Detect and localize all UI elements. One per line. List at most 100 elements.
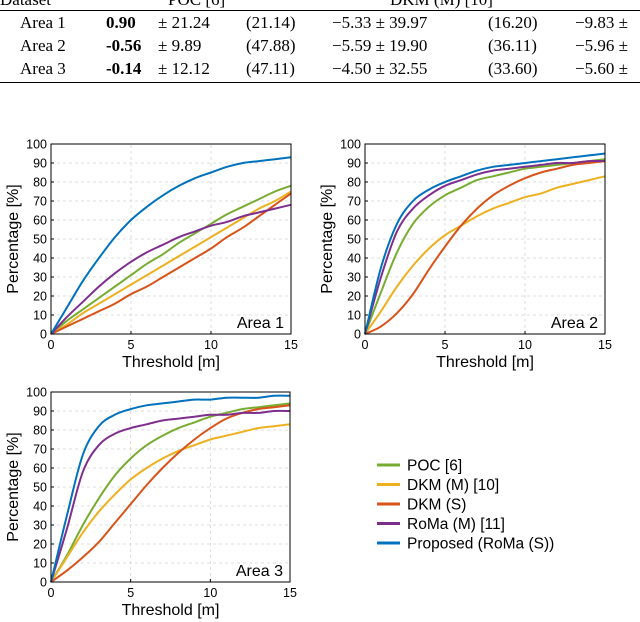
table-cell-next: −5.96 ± (575, 36, 628, 55)
x-tick-label: 10 (204, 338, 218, 352)
y-tick-label: 20 (33, 290, 47, 304)
x-axis-label: Threshold [m] (122, 354, 220, 371)
x-tick-label: 10 (203, 586, 217, 600)
table-bottom-rule (0, 82, 640, 83)
x-tick-label: 10 (518, 338, 532, 352)
table-header-dkm-m: DKM (M) [10] (390, 0, 493, 10)
series-line-4 (50, 409, 291, 583)
x-tick-label: 15 (598, 338, 612, 352)
y-tick-label: 100 (340, 138, 361, 152)
series-line-2 (364, 175, 606, 335)
y-tick-label: 60 (347, 214, 361, 228)
y-tick-label: 90 (33, 157, 47, 171)
chart-title: Area 1 (237, 315, 284, 332)
y-tick-label: 10 (33, 557, 47, 571)
x-tick-label: 0 (48, 338, 55, 352)
y-tick-label: 10 (33, 309, 47, 323)
x-tick-label: 15 (284, 338, 298, 352)
legend-label-4: RoMa (M) [11] (407, 516, 505, 533)
table-cell-poc-pm: ± 21.24 (158, 13, 210, 32)
table-header-dataset: Dataset (0, 0, 51, 10)
table-cell-poc-pm: ± 12.12 (158, 59, 210, 78)
y-tick-label: 80 (347, 176, 361, 190)
table-cell-dkm-m: −4.50 ± 32.55 (332, 59, 428, 78)
x-tick-label: 15 (283, 586, 297, 600)
y-tick-label: 100 (26, 386, 47, 400)
y-tick-label: 40 (33, 252, 47, 266)
chart-area-3: 0 10 20 30 40 50 60 70 80 90 100 0 5 10 15 Threshold [m… (5, 386, 297, 620)
series-line-4 (50, 203, 292, 335)
table-cell-dkm-m-paren: (36.11) (488, 36, 537, 55)
y-tick-label: 30 (33, 519, 47, 533)
table-cell-area: Area 1 (20, 13, 66, 32)
table-cell-poc-pm: ± 9.89 (158, 36, 202, 55)
y-tick-label: 0 (40, 328, 47, 342)
y-axis-label: Percentage [%] (5, 432, 22, 541)
x-axis-label: Threshold [m] (122, 602, 220, 619)
table-cell-dkm-m: −5.59 ± 19.90 (332, 36, 428, 55)
series-line-1 (50, 184, 292, 335)
series-line-3 (364, 160, 606, 335)
y-tick-label: 20 (347, 290, 361, 304)
series-line-5 (50, 394, 291, 583)
y-tick-label: 30 (347, 271, 361, 285)
x-tick-label: 5 (442, 338, 449, 352)
series-line-3 (50, 404, 291, 583)
table-cell-poc-paren: (47.11) (246, 59, 295, 78)
table-cell-poc-mean: -0.56 (106, 36, 142, 55)
y-tick-label: 20 (33, 538, 47, 552)
series-line-4 (364, 159, 606, 335)
series-line-2 (50, 423, 291, 583)
y-tick-label: 70 (33, 195, 47, 209)
table-cell-dkm-m-paren: (33.60) (488, 59, 538, 78)
y-tick-label: 60 (33, 462, 47, 476)
y-tick-label: 30 (33, 271, 47, 285)
table-cell-next: −9.83 ± (575, 13, 628, 32)
x-tick-label: 0 (48, 586, 55, 600)
y-tick-label: 0 (40, 576, 47, 590)
legend: POC [6] DKM (M) [10] DKM (S) RoMa (M) [11] P… (377, 458, 554, 553)
y-tick-label: 100 (26, 138, 47, 152)
y-tick-label: 90 (347, 157, 361, 171)
y-tick-label: 50 (347, 233, 361, 247)
table-cell-area: Area 2 (20, 36, 66, 55)
x-tick-label: 5 (127, 586, 134, 600)
chart-area-1: 0 10 20 30 40 50 60 70 80 90 100 0 5 10 15 Threshold [m… (5, 138, 298, 372)
results-table: Dataset POC [6] DKM (M) [10] Area 1 0.90 ±… (0, 0, 640, 85)
series-line-5 (50, 156, 292, 335)
table-cell-dkm-m: −5.33 ± 39.97 (332, 13, 428, 32)
x-tick-label: 0 (362, 338, 369, 352)
x-tick-label: 5 (128, 338, 135, 352)
y-axis-label: Percentage [%] (319, 184, 336, 293)
y-tick-label: 90 (33, 405, 47, 419)
y-tick-label: 50 (33, 233, 47, 247)
table-cell-next: −5.60 ± (575, 59, 628, 78)
y-tick-label: 70 (33, 443, 47, 457)
table-cell-dkm-m-paren: (16.20) (488, 13, 538, 32)
chart-area-2: 0 10 20 30 40 50 60 70 80 90 100 0 5 10 15 Threshold [m… (319, 138, 612, 372)
y-tick-label: 40 (33, 500, 47, 514)
y-tick-label: 40 (347, 252, 361, 266)
chart-title: Area 2 (551, 315, 598, 332)
table-cell-poc-paren: (47.88) (246, 36, 296, 55)
table-cell-poc-mean: 0.90 (106, 13, 136, 32)
legend-label-2: DKM (M) [10] (407, 477, 499, 494)
table-cell-area: Area 3 (20, 59, 66, 78)
y-tick-label: 60 (33, 214, 47, 228)
y-tick-label: 80 (33, 176, 47, 190)
x-axis-label: Threshold [m] (436, 354, 534, 371)
table-rule (0, 10, 640, 11)
series-line-3 (50, 192, 292, 335)
legend-label-1: POC [6] (407, 458, 462, 475)
table-cell-poc-paren: (21.14) (246, 13, 296, 32)
table-header-poc: POC [6] (168, 0, 225, 10)
legend-label-3: DKM (S) (407, 497, 466, 514)
y-tick-label: 50 (33, 481, 47, 495)
y-axis-label: Percentage [%] (5, 184, 22, 293)
y-tick-label: 70 (347, 195, 361, 209)
y-tick-label: 10 (347, 309, 361, 323)
series-line-5 (364, 152, 606, 335)
y-tick-label: 80 (33, 424, 47, 438)
legend-label-5: Proposed (RoMa (S)) (407, 536, 554, 553)
